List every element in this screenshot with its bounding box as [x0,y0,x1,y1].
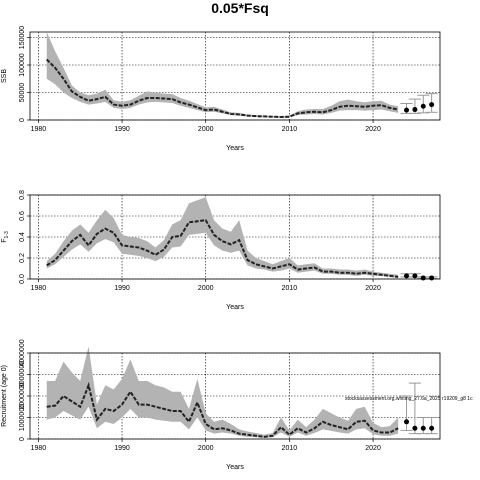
y-tick-label: 0.6 [19,211,26,221]
x-tick-label: 1990 [114,445,130,452]
median-line [46,219,399,278]
projection-point [420,103,426,109]
x-tick-label: 1990 [114,126,130,133]
plot-frame [29,31,441,121]
y-axis-label: F1-3 [1,231,10,243]
projection-point [412,107,418,113]
y-tick-label: 4000000 [19,339,26,366]
median-line [46,381,399,438]
y-axis-label-main: SSB [1,69,8,83]
recruitment-panel: 1980 1990 2000 2010 2020 0 1000000200000030000… [1,339,473,471]
projection-point [404,273,410,279]
y-tick-label: 0.4 [19,232,26,242]
projection-point [412,425,418,431]
x-tick-label: 1990 [114,285,130,292]
ssb-panel: 1980 1990 2000 2010 2020 0 50000 100000 150000 Ye… [1,26,441,152]
x-tick-label: 2010 [282,285,298,292]
y-tick-label: 1000000 [19,404,26,431]
fishing-mortality-panel: 1980 1990 2000 2010 2020 0.0 0.2 0.4 0.6 0.8 Years… [1,190,441,311]
x-tick-label: 1980 [31,126,47,133]
x-axis-label: Years [226,145,244,152]
confidence-band [46,346,399,438]
y-tick-label: 0.2 [19,253,26,263]
projection-point [429,425,435,431]
projection-point [420,275,426,281]
projection-point [404,419,410,425]
x-tick-label: 2020 [365,285,381,292]
y-tick-label: 150000 [19,26,26,49]
x-tick-label: 1980 [31,445,47,452]
x-axis-label: Years [226,304,244,311]
y-axis-label-subscript: 1-3 [4,231,10,238]
y-axis-label: SSB [1,69,8,83]
y-tick-label: 0 [19,118,26,122]
y-tick-label: 0.0 [19,274,26,284]
confidence-band [46,32,399,118]
x-axis-label: Years [226,464,244,471]
x-tick-label: 2020 [365,126,381,133]
y-tick-label: 0 [19,437,26,441]
x-tick-label: 2020 [365,445,381,452]
confidence-band [46,197,399,278]
x-tick-label: 2000 [198,445,214,452]
y-axis-label-main: Recruitment (age 0) [1,365,8,427]
median-line [46,58,399,118]
projection-point [429,275,435,281]
y-tick-label: 0.8 [19,190,26,200]
chart-annotation: stocksassessment.org.whiting_27.6a_2025 … [345,396,473,402]
x-tick-label: 2010 [282,445,298,452]
y-tick-label: 2000000 [19,382,26,409]
x-tick-label: 1980 [31,285,47,292]
projection-point [429,102,435,108]
x-tick-label: 2010 [282,126,298,133]
x-tick-label: 2000 [198,285,214,292]
y-tick-label: 50000 [19,83,26,103]
x-tick-label: 2000 [198,126,214,133]
figure-title: 0.05*Fsq [211,0,269,16]
y-tick-label: 100000 [19,53,26,76]
projection-point [420,425,426,431]
y-tick-label: 3000000 [19,361,26,388]
y-axis-label-main: F [1,238,8,242]
projection-point [404,107,410,113]
projection-point [412,273,418,279]
y-axis-label: Recruitment (age 0) [1,365,8,427]
